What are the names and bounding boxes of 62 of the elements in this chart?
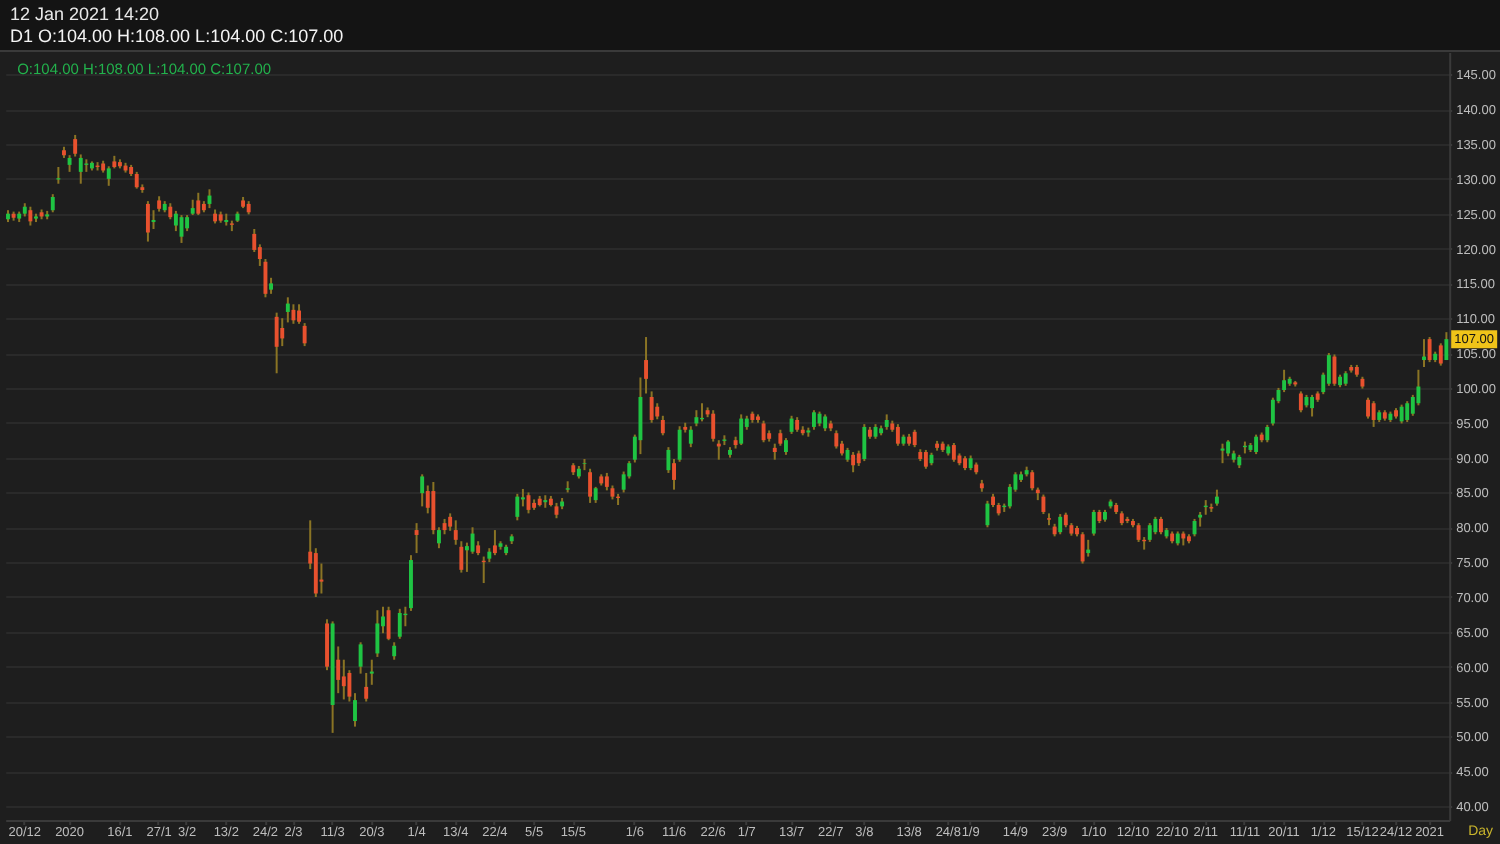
candlestick (895, 423, 900, 447)
candlestick (834, 429, 839, 450)
candlestick (78, 153, 83, 185)
candlestick (325, 618, 329, 672)
candlestick (1405, 400, 1410, 424)
chart-title: 12 Jan 2021 14:20 (10, 4, 160, 24)
candlestick (862, 423, 867, 463)
candlestick (951, 441, 956, 463)
candlestick (649, 390, 654, 424)
candlestick (811, 409, 816, 431)
candlestick (145, 200, 150, 243)
candlestick (420, 473, 425, 508)
candlestick (414, 522, 419, 555)
candlestick (1444, 331, 1449, 362)
candlestick (297, 303, 301, 325)
candlestick (1371, 400, 1376, 428)
candlestick (711, 409, 716, 443)
candlestick (1366, 396, 1370, 420)
candlestick (1030, 469, 1035, 492)
candlestick (660, 414, 665, 437)
candlestick (28, 205, 33, 227)
candlestick (1041, 493, 1046, 516)
candlestick (1427, 336, 1432, 364)
candlestick (1399, 403, 1404, 425)
candlestick (336, 645, 341, 695)
candlestick (492, 529, 497, 557)
candlestick (285, 296, 290, 324)
candlestick (375, 609, 380, 658)
candlestick (638, 376, 643, 456)
candlestick (1058, 513, 1063, 536)
candlestick (588, 467, 593, 504)
candlestick (582, 458, 587, 472)
candlestick (1438, 342, 1443, 367)
candlestick (464, 541, 469, 573)
candlestick (274, 311, 279, 375)
chart-subtitle: D1 O:104.00 H:108.00 L:104.00 C:107.00 (10, 26, 344, 46)
candlestick (688, 425, 693, 449)
candlestick (1091, 508, 1096, 537)
candlestick (1270, 396, 1275, 427)
candlestick (56, 165, 61, 185)
candlestick (291, 303, 296, 325)
candlestick (515, 492, 520, 522)
candlestick (1298, 390, 1303, 414)
candlestick (761, 419, 766, 444)
candlestick (739, 413, 744, 447)
candlestick (1080, 531, 1085, 565)
candlestick (789, 414, 794, 435)
candlestick (1147, 522, 1152, 543)
candlestick (985, 499, 990, 529)
candlestick (923, 448, 928, 470)
candlestick (1310, 393, 1315, 418)
candlestick (386, 605, 391, 642)
candlestick (1326, 352, 1331, 387)
candlestick (1136, 522, 1141, 543)
candlestick (397, 607, 402, 640)
candlestick (1332, 353, 1337, 387)
candlestick (851, 451, 856, 474)
candlestick (280, 317, 285, 348)
candlestick (50, 193, 55, 214)
candlestick (1254, 433, 1259, 456)
candlestick (196, 191, 201, 217)
candlestick (302, 322, 307, 348)
